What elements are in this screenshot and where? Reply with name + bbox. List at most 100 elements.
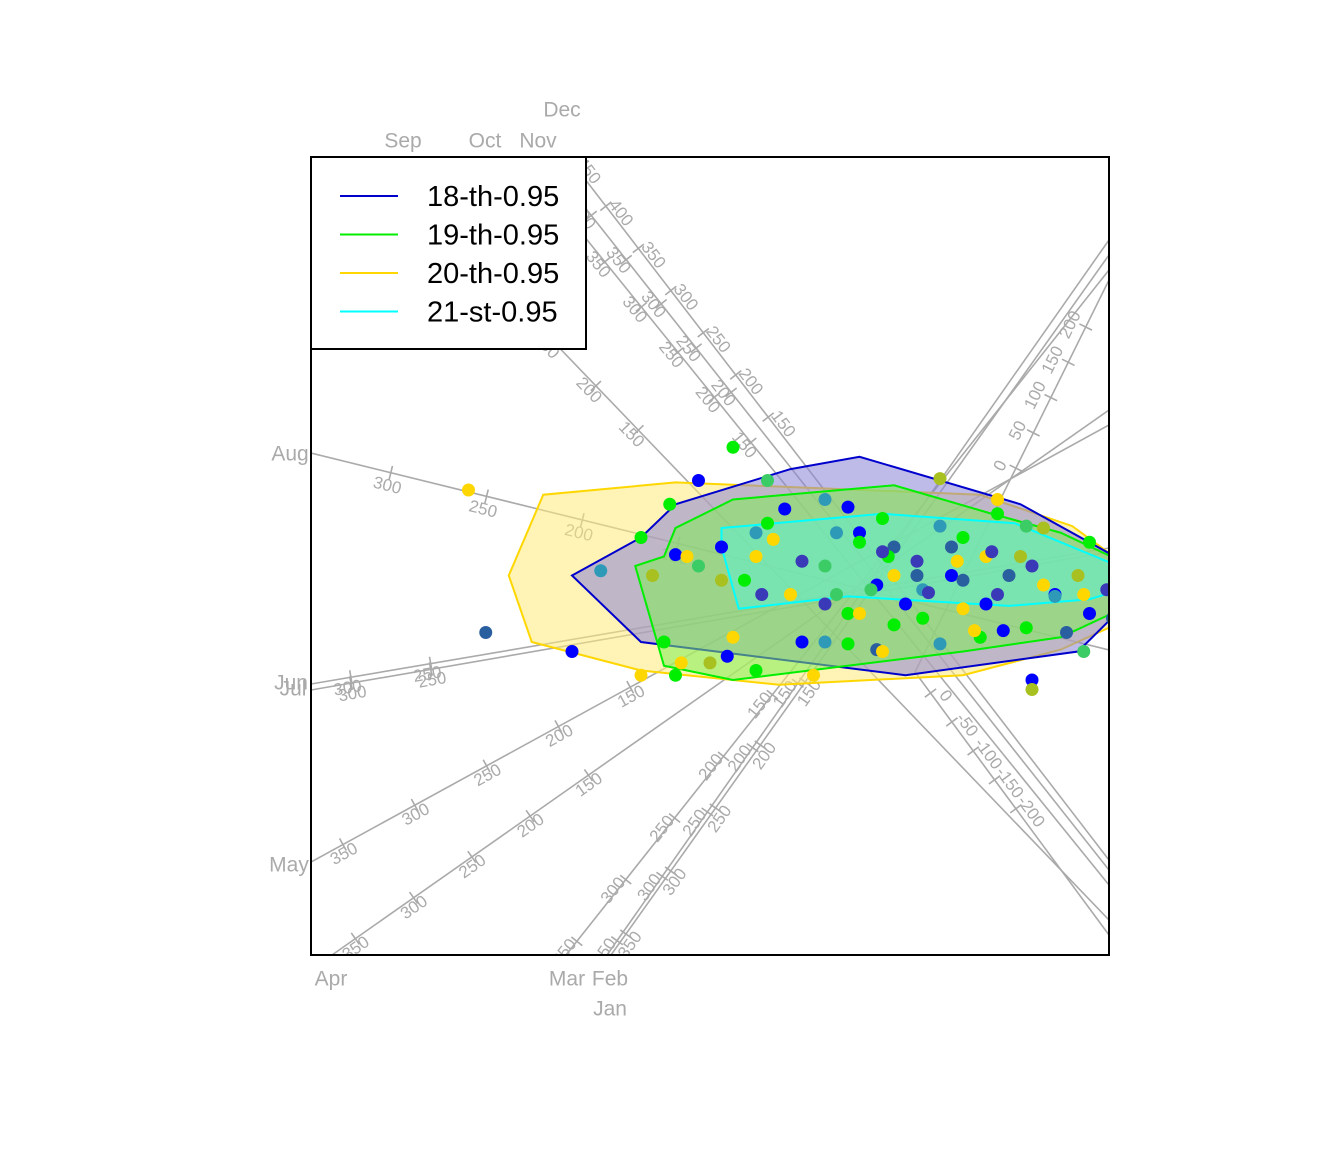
axis-tick-label: 300 bbox=[397, 891, 431, 923]
point-20-th-0.95 bbox=[749, 550, 763, 563]
point-18-th-0.95 bbox=[720, 649, 734, 663]
point-19-th-0.95 bbox=[663, 497, 677, 511]
point-20-th-0.95 bbox=[462, 483, 475, 497]
point-21-st-0.95 bbox=[876, 545, 889, 559]
point-19-th-0.95 bbox=[657, 635, 671, 649]
point-21-st-0.95 bbox=[945, 540, 958, 554]
axis-tick bbox=[744, 437, 757, 448]
axis-tick-label: 200 bbox=[542, 721, 576, 751]
point-19-th-0.95 bbox=[749, 664, 763, 677]
axis-tick bbox=[598, 256, 611, 267]
axis-tick bbox=[350, 932, 360, 945]
point-19-th-0.95 bbox=[726, 440, 740, 454]
point-19-th-0.95 bbox=[669, 668, 682, 682]
axis-tick bbox=[655, 298, 668, 309]
axis-tick bbox=[668, 813, 681, 823]
point-20-th-0.95 bbox=[1025, 683, 1039, 696]
point-19-th-0.95 bbox=[1141, 560, 1154, 573]
axis-tick bbox=[632, 424, 645, 436]
axis-tick-label: 150 bbox=[767, 407, 799, 441]
axis-tick-label: 50 bbox=[1005, 418, 1030, 443]
legend-label: 18-th-0.95 bbox=[427, 181, 559, 213]
point-20-th-0.95 bbox=[715, 573, 728, 587]
point-19-th-0.95 bbox=[634, 531, 648, 544]
legend-label: 19-th-0.95 bbox=[427, 220, 559, 252]
axis-tick bbox=[348, 676, 353, 691]
point-21-st-0.95 bbox=[818, 597, 832, 611]
axis-tick bbox=[428, 656, 433, 671]
point-21-st-0.95 bbox=[956, 573, 970, 587]
point-21-st-0.95 bbox=[1025, 559, 1039, 573]
point-18-th-0.95 bbox=[778, 502, 792, 516]
point-20-th-0.95 bbox=[1077, 588, 1091, 601]
point-19-th-0.95 bbox=[841, 637, 855, 651]
axis-tick bbox=[410, 798, 419, 812]
point-21-st-0.95 bbox=[922, 586, 935, 600]
axis-tick bbox=[620, 254, 633, 265]
axis-tick-label: 250 bbox=[467, 496, 499, 521]
point-19-th-0.95 bbox=[1019, 621, 1033, 635]
point-18-th-0.95 bbox=[1025, 673, 1039, 687]
axis-label-jun: Jun bbox=[274, 672, 308, 695]
axis-label-jul: Jul bbox=[280, 678, 307, 701]
point-18-th-0.95 bbox=[887, 540, 901, 554]
axis-tick bbox=[664, 866, 677, 876]
point-18-th-0.95 bbox=[1014, 550, 1027, 563]
axis-tick-label: 300 bbox=[670, 280, 702, 314]
axis-tick bbox=[717, 751, 730, 762]
point-20-th-0.95 bbox=[1141, 598, 1154, 611]
axis-label-aug: Aug bbox=[271, 443, 308, 466]
axis-tick bbox=[924, 688, 937, 698]
point-20-th-0.95 bbox=[634, 668, 648, 682]
point-18-th-0.95 bbox=[945, 569, 958, 582]
point-19-th-0.95 bbox=[933, 472, 947, 486]
axis-tick bbox=[338, 837, 347, 852]
point-19-th-0.95 bbox=[991, 507, 1004, 521]
axis-label-apr: Apr bbox=[315, 968, 348, 991]
point-18-th-0.95 bbox=[853, 526, 866, 540]
point-19-th-0.95 bbox=[692, 559, 705, 573]
scatter-points bbox=[462, 440, 1159, 696]
point-18-th-0.95 bbox=[899, 597, 912, 611]
point-19-th-0.95 bbox=[1118, 555, 1131, 568]
axis-tick-label: 350 bbox=[339, 932, 373, 964]
point-21-st-0.95 bbox=[1146, 574, 1159, 587]
axis-tick bbox=[554, 720, 563, 734]
axis-tick-label: 0 bbox=[935, 686, 956, 705]
axis-tick bbox=[428, 662, 433, 677]
point-19-th-0.95 bbox=[853, 535, 866, 549]
point-18-th-0.95 bbox=[715, 540, 728, 554]
axis-tick bbox=[635, 301, 648, 312]
axis-tick-label: 350 bbox=[327, 839, 361, 869]
axis-tick-label: 350 bbox=[637, 238, 669, 272]
axis-tick-label: 300 bbox=[399, 799, 433, 829]
axis-tick bbox=[484, 489, 490, 504]
point-20-th-0.95 bbox=[968, 624, 981, 638]
point-19-th-0.95 bbox=[916, 611, 930, 625]
point-19-th-0.95 bbox=[910, 569, 924, 582]
axis-tick-label: 200 bbox=[735, 365, 767, 399]
point-18-th-0.95 bbox=[565, 645, 579, 658]
point-20-th-0.95 bbox=[956, 602, 970, 616]
point-18-th-0.95 bbox=[669, 548, 682, 562]
axis-tick bbox=[619, 929, 633, 939]
point-20-th-0.95 bbox=[1037, 578, 1050, 592]
point-19-th-0.95 bbox=[1037, 521, 1050, 535]
axis-tick bbox=[671, 347, 684, 358]
point-18-th-0.95 bbox=[1083, 607, 1096, 620]
point-19-th-0.95 bbox=[1077, 645, 1091, 658]
point-21-st-0.95 bbox=[1118, 569, 1131, 582]
axis-tick bbox=[762, 412, 775, 423]
axis-tick bbox=[590, 380, 602, 392]
axis-label-mar: Mar bbox=[549, 968, 585, 991]
plot-frame bbox=[310, 156, 1110, 956]
axis-tick bbox=[1026, 429, 1040, 437]
axis-label-oct: Oct bbox=[469, 130, 502, 153]
axis-tick bbox=[664, 285, 677, 296]
axis-tick-label: 150 bbox=[572, 769, 606, 801]
point-20-th-0.95 bbox=[674, 656, 688, 670]
point-20-th-0.95 bbox=[887, 569, 901, 582]
axis-tick bbox=[1061, 358, 1075, 367]
axis-tick bbox=[690, 343, 703, 354]
point-21-st-0.95 bbox=[795, 554, 809, 568]
